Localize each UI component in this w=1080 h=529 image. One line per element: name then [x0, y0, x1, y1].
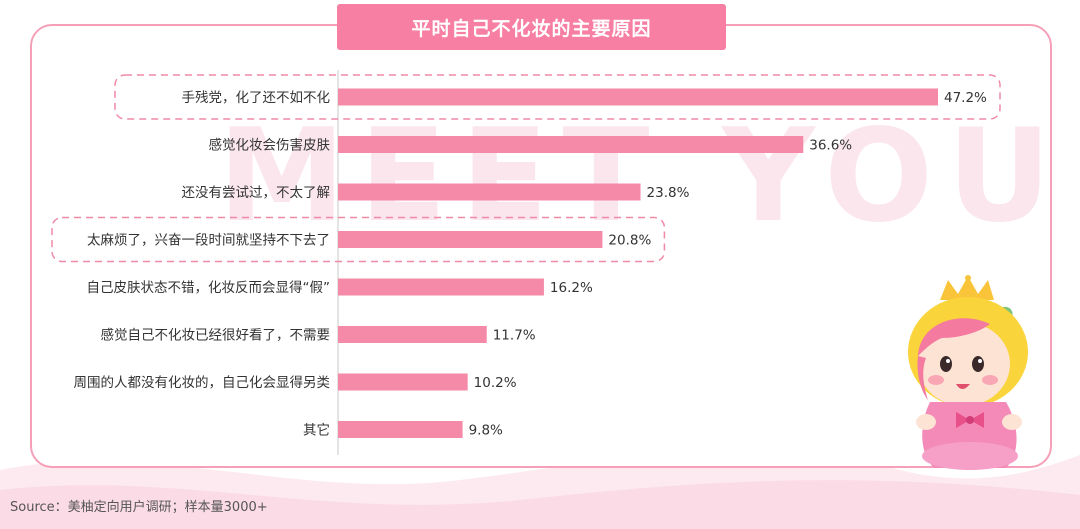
bar — [338, 421, 463, 438]
value-label: 23.8% — [647, 185, 690, 201]
value-label: 16.2% — [550, 280, 593, 296]
bar — [338, 373, 468, 391]
bar — [338, 183, 641, 201]
category-label: 手残党，化了还不如不化 — [182, 90, 331, 106]
bar — [338, 231, 603, 248]
value-label: 10.2% — [474, 375, 517, 391]
source-note: Source：美柚定向用户调研；样本量3000+ — [10, 500, 268, 515]
chart-title: 平时自己不化妆的主要原因 — [337, 4, 726, 50]
bar — [338, 278, 544, 296]
category-label: 周围的人都没有化妆的，自己化会显得另类 — [74, 374, 331, 391]
value-label: 11.7% — [493, 328, 536, 344]
category-label: 感觉自己不化妆已经很好看了，不需要 — [101, 327, 331, 344]
category-label: 其它 — [303, 422, 330, 439]
bar — [338, 326, 487, 343]
value-label: 9.8% — [469, 423, 503, 439]
category-label: 感觉化妆会伤害皮肤 — [209, 137, 331, 154]
watermark-text: MEET YOU — [218, 102, 1065, 251]
bar — [338, 88, 938, 106]
value-label: 20.8% — [608, 233, 651, 249]
category-label: 自己皮肤状态不错，化妆反而会显得“假” — [87, 279, 331, 296]
value-label: 36.6% — [809, 138, 852, 154]
category-label: 太麻烦了，兴奋一段时间就坚持不下去了 — [87, 233, 330, 249]
bar — [338, 136, 804, 153]
mascot-illustration — [908, 275, 1028, 470]
highlight-box — [114, 74, 1001, 120]
value-label: 47.2% — [944, 90, 987, 106]
category-label: 还没有尝试过，不太了解 — [182, 185, 331, 201]
